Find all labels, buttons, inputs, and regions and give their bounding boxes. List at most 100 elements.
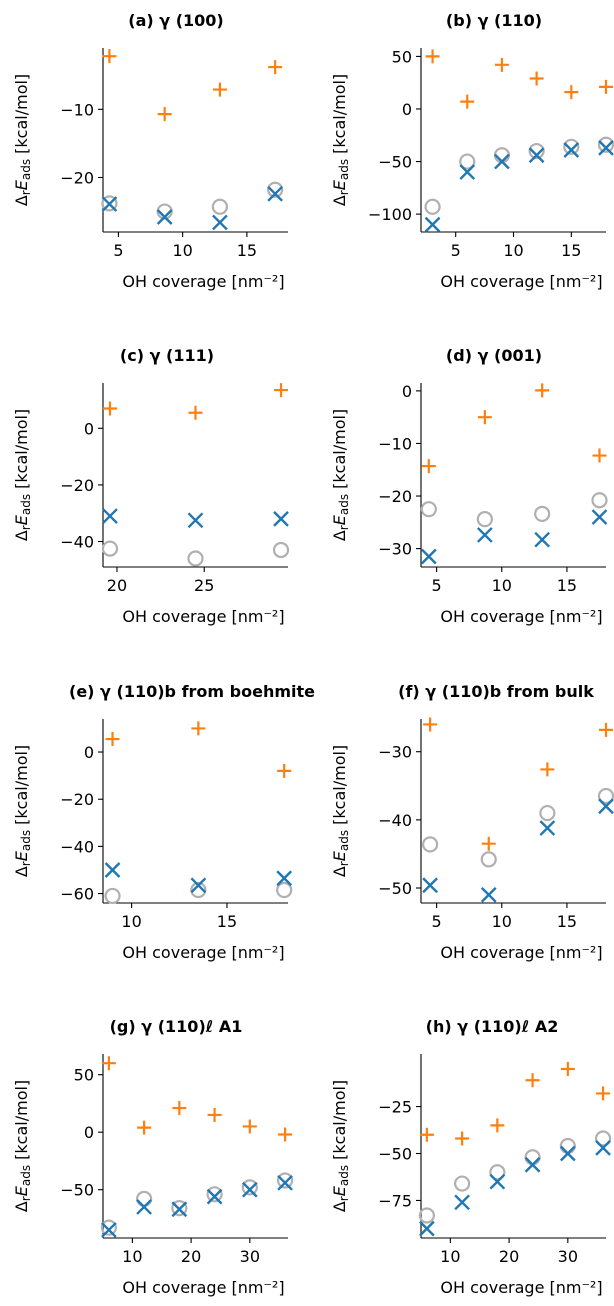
marker-x bbox=[482, 888, 496, 902]
y-tick-label: −20 bbox=[378, 487, 412, 506]
panel-title: (a) γ (100) bbox=[128, 11, 223, 30]
y-tick-label: −50 bbox=[378, 879, 412, 898]
panel-title: (f) γ (110)b from bulk bbox=[398, 682, 594, 701]
y-tick-label: 50 bbox=[392, 47, 412, 66]
x-axis-label: OH coverage [nm⁻²] bbox=[440, 607, 602, 626]
marker-x bbox=[103, 509, 117, 523]
x-tick-label: 10 bbox=[121, 912, 141, 931]
marker-x bbox=[535, 533, 549, 547]
marker-x bbox=[526, 1158, 540, 1172]
marker-plus bbox=[599, 723, 613, 737]
marker-circle bbox=[455, 1177, 469, 1191]
marker-plus bbox=[540, 762, 554, 776]
y-tick-label: 50 bbox=[74, 1066, 94, 1085]
marker-x bbox=[213, 215, 227, 229]
marker-plus bbox=[274, 383, 288, 397]
marker-plus bbox=[268, 60, 282, 74]
marker-x bbox=[423, 878, 437, 892]
marker-plus bbox=[243, 1119, 257, 1133]
panel-title: (e) γ (110)b from boehmite bbox=[69, 682, 315, 701]
marker-plus bbox=[526, 1073, 540, 1087]
x-tick-label: 15 bbox=[217, 912, 237, 931]
y-axis-label: ΔrEads [kcal/mol] bbox=[12, 74, 33, 206]
panel-title: (d) γ (001) bbox=[446, 346, 542, 365]
marker-circle bbox=[423, 837, 437, 851]
marker-x bbox=[420, 1222, 434, 1236]
marker-plus bbox=[208, 1108, 222, 1122]
marker-circle bbox=[482, 852, 496, 866]
x-tick-label: 20 bbox=[181, 1247, 201, 1266]
marker-circle bbox=[277, 883, 291, 897]
y-tick-label: 0 bbox=[402, 382, 412, 401]
panel-5: (f) γ (110)b from bulk 5 10 15 −50 −40 −30 OH c… bbox=[330, 682, 613, 962]
marker-x bbox=[426, 218, 440, 232]
marker-plus bbox=[490, 1118, 504, 1132]
marker-circle bbox=[599, 138, 613, 152]
x-tick-label: 5 bbox=[432, 912, 442, 931]
marker-x bbox=[274, 512, 288, 526]
x-axis-label: OH coverage [nm⁻²] bbox=[122, 1278, 284, 1297]
marker-x bbox=[189, 513, 203, 527]
marker-circle bbox=[478, 512, 492, 526]
marker-circle bbox=[540, 806, 554, 820]
y-tick-label: −50 bbox=[378, 153, 412, 172]
marker-plus bbox=[426, 49, 440, 63]
y-tick-label: 0 bbox=[402, 100, 412, 119]
marker-plus bbox=[422, 459, 436, 473]
marker-plus bbox=[535, 383, 549, 397]
marker-circle bbox=[564, 140, 578, 154]
x-tick-label: 5 bbox=[432, 576, 442, 595]
y-tick-label: −60 bbox=[60, 885, 94, 904]
marker-x bbox=[561, 1147, 575, 1161]
marker-plus bbox=[599, 80, 613, 94]
marker-plus bbox=[478, 410, 492, 424]
marker-circle bbox=[208, 1187, 222, 1201]
x-tick-label: 25 bbox=[194, 576, 214, 595]
y-tick-label: −30 bbox=[378, 540, 412, 559]
x-axis-label: OH coverage [nm⁻²] bbox=[440, 943, 602, 962]
marker-circle bbox=[106, 889, 120, 903]
marker-x bbox=[592, 510, 606, 524]
y-tick-label: −40 bbox=[60, 837, 94, 856]
marker-plus bbox=[420, 1128, 434, 1142]
y-tick-label: −10 bbox=[60, 100, 94, 119]
panel-3: (d) γ (001)5 10 15−30−20−100OH coverage [n… bbox=[330, 346, 606, 626]
marker-plus bbox=[592, 449, 606, 463]
y-axis-label: ΔrEads [kcal/mol] bbox=[12, 1080, 33, 1212]
marker-circle bbox=[561, 1139, 575, 1153]
panel-6: (g) γ (110)ℓ A1 10 20 30 −50 0 50 OH coverage [… bbox=[12, 1017, 292, 1297]
marker-circle bbox=[103, 542, 117, 556]
y-tick-label: 0 bbox=[84, 743, 94, 762]
marker-plus bbox=[423, 717, 437, 731]
x-axis-label: OH coverage [nm⁻²] bbox=[122, 272, 284, 291]
y-tick-label: 0 bbox=[84, 1123, 94, 1142]
marker-plus bbox=[277, 764, 291, 778]
marker-circle bbox=[137, 1192, 151, 1206]
x-axis-label: OH coverage [nm⁻²] bbox=[440, 272, 602, 291]
marker-plus bbox=[278, 1128, 292, 1142]
x-tick-label: 10 bbox=[503, 241, 523, 260]
marker-circle bbox=[420, 1208, 434, 1222]
panel-title: (c) γ (111) bbox=[120, 346, 214, 365]
marker-x bbox=[540, 821, 554, 835]
marker-plus bbox=[137, 1121, 151, 1135]
marker-circle bbox=[213, 200, 227, 214]
y-axis-label: ΔrEads [kcal/mol] bbox=[330, 1080, 351, 1212]
marker-x bbox=[460, 165, 474, 179]
y-tick-label: −20 bbox=[60, 476, 94, 495]
x-tick-label: 10 bbox=[440, 1247, 460, 1266]
marker-circle bbox=[592, 493, 606, 507]
marker-plus bbox=[530, 71, 544, 85]
y-tick-label: −30 bbox=[378, 743, 412, 762]
marker-circle bbox=[526, 1150, 540, 1164]
y-axis-label: ΔrEads [kcal/mol] bbox=[330, 745, 351, 877]
marker-x bbox=[455, 1195, 469, 1209]
x-tick-label: 20 bbox=[107, 576, 127, 595]
marker-x bbox=[106, 863, 120, 877]
marker-circle bbox=[274, 543, 288, 557]
marker-circle bbox=[422, 502, 436, 516]
panel-1: (b) γ (110) 5 10 15 −100 −50 0 50 OH coverage [n… bbox=[330, 11, 613, 291]
y-axis-label: ΔrEads [kcal/mol] bbox=[12, 409, 33, 541]
panel-7: (h) γ (110)ℓ A210 20 30−75−50−25OH coverag… bbox=[330, 1017, 610, 1297]
